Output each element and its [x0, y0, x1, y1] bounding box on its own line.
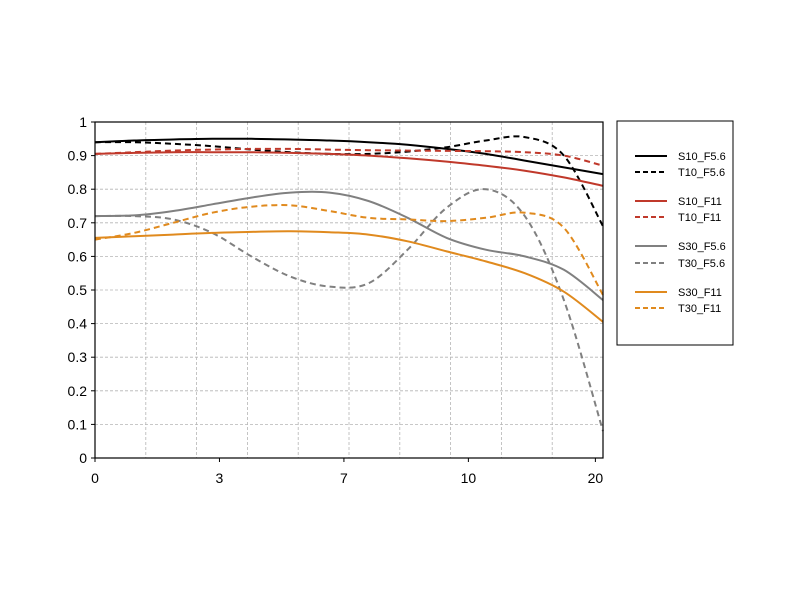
series-line-t10-f5-6	[94, 135, 604, 227]
series-line-t10-f11	[94, 147, 604, 167]
y-tick-label: 0.2	[68, 383, 88, 399]
series-line-t30-f5-6	[94, 188, 604, 432]
y-tick-label: 0.4	[68, 316, 88, 332]
series-line-s30-f5-6	[94, 190, 604, 301]
x-tick-label: 7	[340, 470, 348, 486]
x-tick-label: 0	[91, 470, 99, 486]
legend: S10_F5.6 T10_F5.6 S10_F11 T10_F11 S30_F5.6 T3…	[616, 120, 734, 346]
y-tick-label: 0.8	[68, 181, 88, 197]
x-axis-ticks: 0 3 7 10 20	[91, 458, 603, 486]
legend-label-t10-f11: T10_F11	[678, 212, 721, 224]
legend-label-t30-f5-6: T30_F5.6	[678, 258, 725, 270]
y-tick-label: 0.9	[68, 148, 88, 164]
legend-label-s30-f5-6: S30_F5.6	[678, 241, 726, 253]
legend-label-t10-f5-6: T10_F5.6	[678, 167, 725, 179]
legend-label-s10-f11: S10_F11	[678, 196, 722, 208]
y-tick-label: 0.6	[68, 248, 88, 264]
y-tick-label: 0.7	[68, 215, 88, 231]
legend-label-s10-f5-6: S10_F5.6	[678, 151, 726, 163]
x-tick-label: 10	[461, 470, 477, 486]
series-lines	[94, 135, 604, 432]
y-tick-label: 0.1	[68, 416, 88, 432]
series-line-s10-f11	[94, 151, 604, 187]
y-tick-label: 0.5	[68, 282, 88, 298]
x-tick-label: 20	[588, 470, 604, 486]
series-line-t30-f11	[94, 204, 604, 296]
x-tick-label: 3	[216, 470, 224, 486]
series-line-s30-f11	[94, 230, 604, 323]
grid-lines	[95, 122, 603, 458]
series-line-s10-f5-6	[94, 137, 604, 176]
y-axis-ticks: 0 0.1 0.2 0.3 0.4 0.5 0.6 0.7 0.8 0.9 1	[68, 114, 95, 466]
legend-label-t30-f11: T30_F11	[678, 303, 721, 315]
y-tick-label: 0	[79, 450, 87, 466]
y-tick-label: 0.3	[68, 349, 88, 365]
y-tick-label: 1	[79, 114, 87, 130]
legend-label-s30-f11: S30_F11	[678, 287, 722, 299]
